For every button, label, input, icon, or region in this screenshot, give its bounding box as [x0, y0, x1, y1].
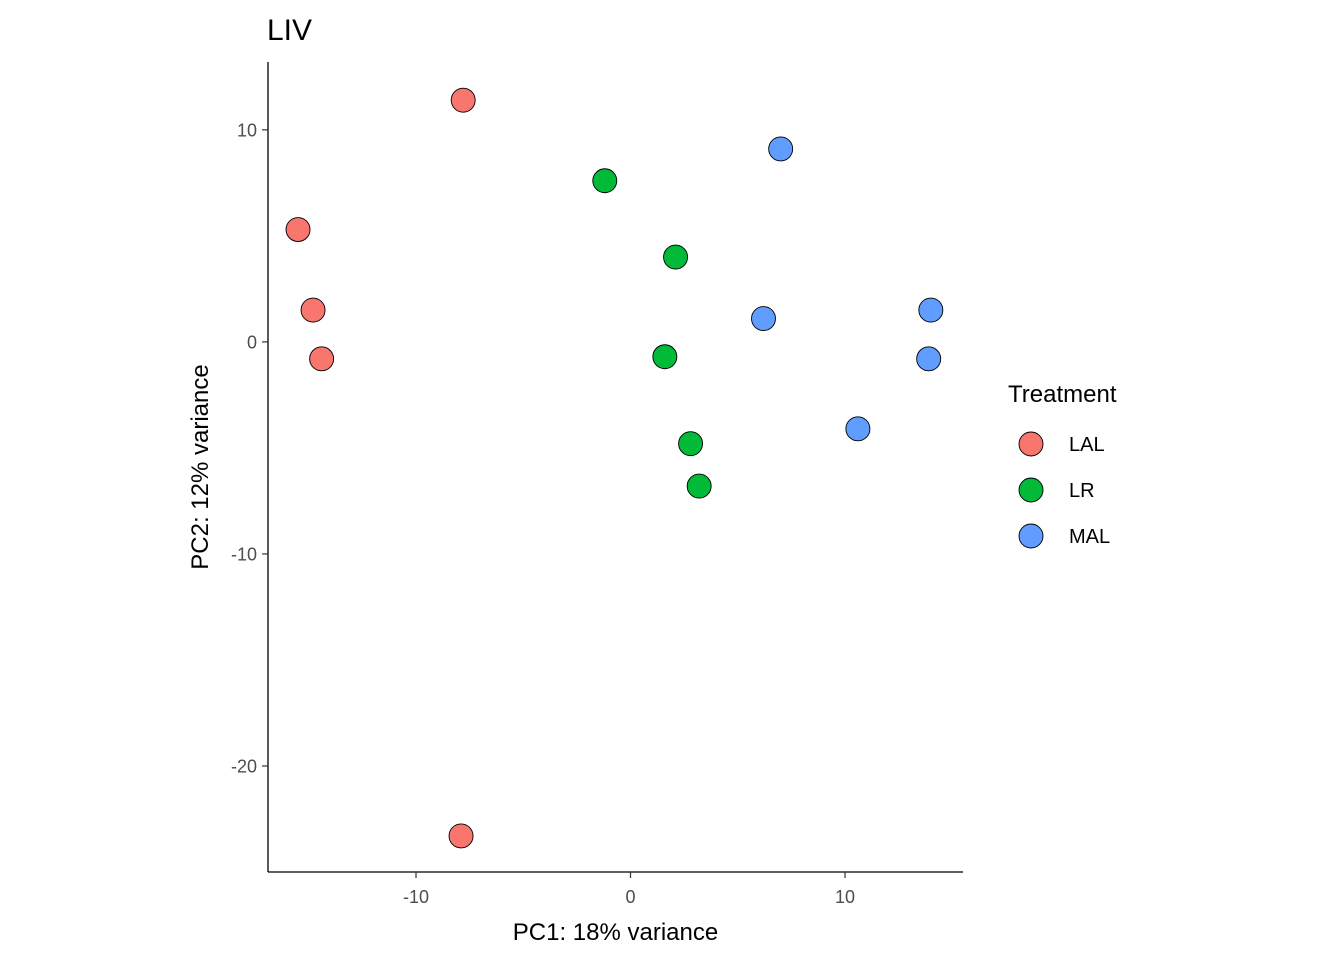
- data-point-lr: [663, 244, 689, 270]
- data-point-lr: [652, 344, 678, 370]
- legend: Treatment LAL LR MAL: [1008, 381, 1117, 549]
- data-point-mal: [916, 346, 942, 372]
- data-point-mal: [751, 306, 776, 332]
- data-point-lal: [285, 217, 311, 242]
- data-point-lal: [448, 823, 474, 849]
- data-point-lal: [309, 346, 335, 372]
- y-tick-label: -20: [231, 756, 257, 776]
- chart-title: LIV: [267, 14, 312, 47]
- legend-key-lal: [1018, 431, 1044, 457]
- legend-key-mal: [1018, 523, 1044, 549]
- data-point-mal: [918, 297, 944, 323]
- y-axis-ticks: 10 0 -10 -20: [231, 120, 268, 776]
- y-tick-label: 0: [247, 332, 257, 352]
- y-axis-title: PC2: 12% variance: [187, 364, 214, 569]
- data-point-lal: [450, 87, 476, 113]
- data-point-mal: [768, 136, 794, 162]
- data-point-lal: [300, 297, 326, 323]
- x-axis-title: PC1: 18% variance: [513, 919, 718, 946]
- data-points: [285, 87, 944, 849]
- axes: [267, 62, 963, 873]
- legend-label-mal: MAL: [1069, 526, 1110, 548]
- legend-label-lr: LR: [1069, 480, 1095, 502]
- data-point-lr: [678, 431, 704, 457]
- x-axis-ticks: -10 0 10: [403, 872, 855, 907]
- legend-label-lal: LAL: [1069, 434, 1105, 456]
- data-point-mal: [845, 416, 871, 442]
- x-tick-label: 10: [835, 887, 855, 907]
- y-tick-label: 10: [237, 120, 257, 140]
- legend-title: Treatment: [1008, 381, 1117, 408]
- x-tick-label: -10: [403, 887, 429, 907]
- data-point-lr: [686, 473, 712, 499]
- y-tick-label: -10: [231, 544, 257, 564]
- x-tick-label: 0: [626, 887, 636, 907]
- data-point-lr: [592, 168, 618, 194]
- legend-key-lr: [1018, 477, 1044, 503]
